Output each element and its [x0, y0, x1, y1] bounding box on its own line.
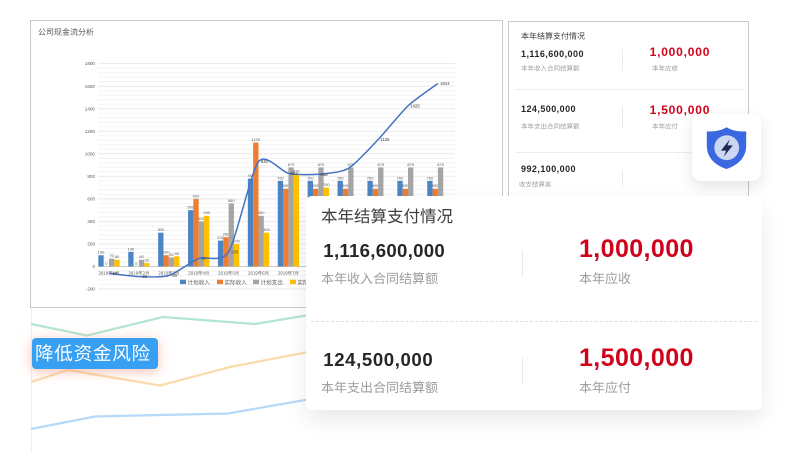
svg-text:130: 130 [231, 249, 239, 254]
svg-text:690: 690 [402, 183, 409, 188]
svg-text:260: 260 [223, 232, 230, 237]
svg-text:100: 100 [163, 250, 170, 255]
svg-text:100: 100 [98, 250, 105, 255]
svg-text:1600: 1600 [85, 84, 96, 89]
svg-text:690: 690 [372, 183, 379, 188]
svg-text:760: 760 [337, 175, 344, 180]
svg-text:200: 200 [233, 238, 240, 243]
svg-text:760: 760 [397, 175, 404, 180]
svg-text:930: 930 [261, 159, 269, 164]
svg-text:-200: -200 [86, 287, 96, 292]
svg-text:690: 690 [432, 183, 439, 188]
svg-text:560: 560 [228, 198, 235, 203]
svg-text:400: 400 [87, 219, 95, 224]
svg-text:1100: 1100 [252, 137, 261, 142]
svg-text:0: 0 [135, 261, 138, 266]
svg-text:780: 780 [247, 173, 254, 178]
svg-text:1126: 1126 [380, 137, 390, 142]
svg-text:690: 690 [312, 183, 319, 188]
svg-text:760: 760 [307, 175, 314, 180]
svg-text:90: 90 [175, 251, 180, 256]
svg-text:818: 818 [321, 172, 329, 177]
svg-text:879: 879 [318, 162, 325, 167]
svg-text:1400: 1400 [85, 106, 96, 111]
svg-text:820: 820 [293, 168, 300, 173]
svg-text:1000: 1000 [85, 151, 96, 156]
svg-text:760: 760 [277, 175, 284, 180]
svg-text:600: 600 [87, 197, 95, 202]
svg-text:1425: 1425 [410, 103, 420, 108]
svg-text:70: 70 [201, 256, 206, 261]
svg-text:450: 450 [258, 210, 265, 215]
svg-text:30: 30 [145, 258, 150, 263]
svg-text:700: 700 [323, 182, 330, 187]
svg-text:60: 60 [139, 254, 144, 259]
svg-text:0: 0 [105, 261, 108, 266]
svg-text:879: 879 [377, 162, 384, 167]
svg-text:690: 690 [282, 183, 289, 188]
svg-text:1624: 1624 [440, 81, 450, 86]
svg-text:-60: -60 [111, 271, 118, 276]
svg-text:450: 450 [203, 210, 210, 215]
svg-text:879: 879 [407, 162, 414, 167]
svg-text:60: 60 [115, 254, 120, 259]
svg-text:879: 879 [348, 162, 355, 167]
svg-text:1800: 1800 [85, 61, 96, 66]
svg-text:879: 879 [288, 162, 295, 167]
svg-text:70: 70 [109, 253, 114, 258]
svg-text:80: 80 [169, 252, 174, 257]
svg-text:600: 600 [193, 193, 200, 198]
svg-text:300: 300 [263, 227, 270, 232]
svg-text:760: 760 [427, 175, 434, 180]
svg-text:-90: -90 [141, 274, 148, 279]
svg-text:300: 300 [157, 227, 164, 232]
svg-text:130: 130 [128, 246, 135, 251]
svg-text:1200: 1200 [85, 129, 96, 134]
svg-text:827: 827 [291, 171, 299, 176]
svg-text:-80: -80 [171, 273, 178, 278]
svg-text:400: 400 [198, 216, 205, 221]
svg-text:500: 500 [187, 205, 194, 210]
svg-text:690: 690 [342, 183, 349, 188]
svg-text:800: 800 [87, 174, 95, 179]
svg-text:760: 760 [367, 175, 374, 180]
svg-text:879: 879 [437, 162, 444, 167]
svg-text:230: 230 [217, 235, 224, 240]
svg-text:0: 0 [92, 264, 95, 269]
svg-text:200: 200 [87, 242, 95, 247]
